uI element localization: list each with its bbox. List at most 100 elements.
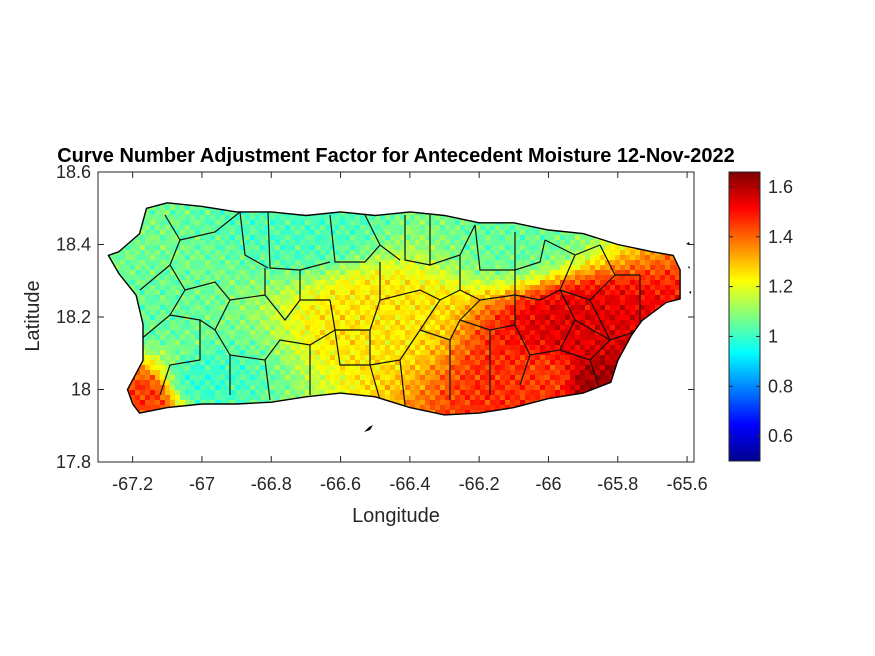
heat-cell xyxy=(605,265,611,271)
heat-cell xyxy=(600,365,606,371)
heat-cell xyxy=(290,315,296,321)
heat-cell xyxy=(580,340,586,346)
heat-cell xyxy=(355,305,361,311)
heat-cell xyxy=(615,265,621,271)
heat-cell xyxy=(320,230,326,236)
heat-cell xyxy=(495,315,501,321)
heat-cell xyxy=(475,305,481,311)
heat-cell xyxy=(500,345,506,351)
heat-cell xyxy=(245,365,251,371)
heat-cell xyxy=(465,250,471,256)
heat-cell xyxy=(230,250,236,256)
heat-cell xyxy=(435,395,441,401)
heat-cell xyxy=(600,375,606,381)
heat-cell xyxy=(150,350,156,356)
heat-cell xyxy=(290,290,296,296)
heat-cell xyxy=(620,310,626,316)
heat-cell xyxy=(330,325,336,331)
heat-cell xyxy=(265,395,271,401)
heat-cell xyxy=(330,270,336,276)
heat-cell xyxy=(130,385,136,391)
heat-cell xyxy=(505,245,511,251)
heat-cell xyxy=(525,350,531,356)
heat-cell xyxy=(300,285,306,291)
heat-cell xyxy=(575,280,581,286)
heat-cell xyxy=(230,310,236,316)
heat-cell xyxy=(195,340,201,346)
heat-cell xyxy=(305,285,311,291)
heat-cell xyxy=(420,300,426,306)
heat-cell xyxy=(170,240,176,246)
heat-cell xyxy=(140,265,146,271)
heat-cell xyxy=(150,380,156,386)
heat-cell xyxy=(300,320,306,326)
heat-cell xyxy=(220,250,226,256)
heat-cell xyxy=(200,390,206,396)
heat-cell xyxy=(625,270,631,276)
heat-cell xyxy=(390,340,396,346)
heat-cell xyxy=(425,325,431,331)
heat-cell xyxy=(420,395,426,401)
heat-cell xyxy=(400,350,406,356)
heat-cell xyxy=(630,310,636,316)
heat-cell xyxy=(430,240,436,246)
heat-cell xyxy=(200,300,206,306)
heat-cell xyxy=(140,295,146,301)
heat-cell xyxy=(325,230,331,236)
heat-cell xyxy=(135,275,141,281)
heat-cell xyxy=(320,345,326,351)
heat-cell xyxy=(445,225,451,231)
heat-cell xyxy=(635,260,641,266)
heat-cell xyxy=(345,280,351,286)
heat-cell xyxy=(505,385,511,391)
heat-cell xyxy=(480,320,486,326)
heat-cell xyxy=(270,325,276,331)
heat-cell xyxy=(415,400,421,406)
heat-cell xyxy=(185,390,191,396)
heat-cell xyxy=(270,240,276,246)
heat-cell xyxy=(600,260,606,266)
heat-cell xyxy=(320,260,326,266)
heat-cell xyxy=(205,290,211,296)
heat-cell xyxy=(520,380,526,386)
heat-cell xyxy=(165,230,171,236)
heat-cell xyxy=(195,235,201,241)
heat-cell xyxy=(290,330,296,336)
heat-cell xyxy=(580,320,586,326)
heat-cell xyxy=(225,235,231,241)
heat-cell xyxy=(205,400,211,406)
heat-cell xyxy=(670,270,676,276)
heat-cell xyxy=(395,265,401,271)
heat-cell xyxy=(150,320,156,326)
heat-cell xyxy=(210,300,216,306)
heat-cell xyxy=(145,235,151,241)
heat-cell xyxy=(180,395,186,401)
heat-cell xyxy=(465,240,471,246)
heat-cell xyxy=(445,380,451,386)
heat-cell xyxy=(295,280,301,286)
heat-cell xyxy=(555,230,561,236)
heat-cell xyxy=(400,285,406,291)
heat-cell xyxy=(350,240,356,246)
heat-cell xyxy=(525,330,531,336)
heat-cell xyxy=(470,235,476,241)
heat-cell xyxy=(355,215,361,221)
heat-cell xyxy=(535,355,541,361)
heat-cell xyxy=(430,225,436,231)
heat-cell xyxy=(400,345,406,351)
heat-cell xyxy=(515,320,521,326)
heat-cell xyxy=(555,270,561,276)
heat-cell xyxy=(200,240,206,246)
heat-cell xyxy=(250,245,256,251)
heat-cell xyxy=(510,390,516,396)
heat-cell xyxy=(135,280,141,286)
heat-cell xyxy=(510,310,516,316)
heat-cell xyxy=(565,260,571,266)
heat-cell xyxy=(245,230,251,236)
heat-cell xyxy=(350,350,356,356)
heat-cell xyxy=(460,340,466,346)
heat-cell xyxy=(385,355,391,361)
heat-cell xyxy=(610,265,616,271)
heat-cell xyxy=(290,260,296,266)
heat-cell xyxy=(140,245,146,251)
